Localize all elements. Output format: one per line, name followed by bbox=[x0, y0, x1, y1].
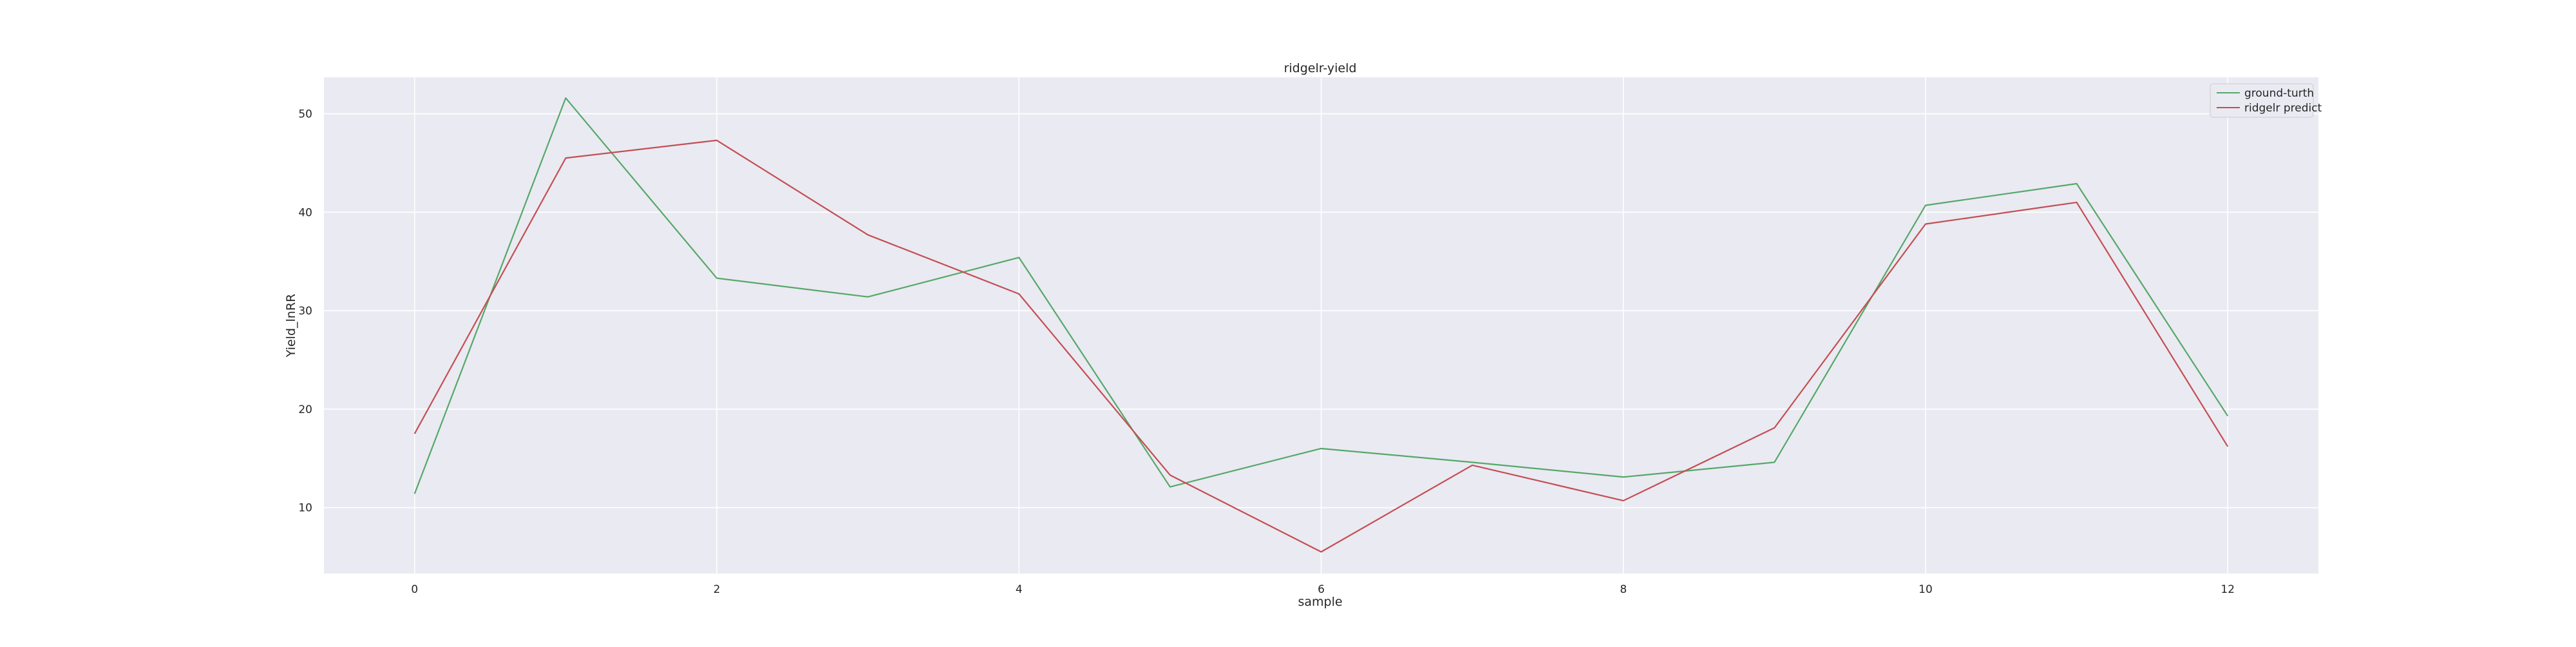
x-tick-label: 4 bbox=[1016, 583, 1023, 596]
legend-label-ridgelr-predict: ridgelr predict bbox=[2244, 102, 2322, 115]
y-axis-title: Yield_lnRR bbox=[284, 294, 298, 358]
y-tick-label: 20 bbox=[298, 403, 312, 416]
grid-lines bbox=[324, 77, 2318, 574]
x-tick-label: 6 bbox=[1318, 583, 1325, 596]
y-tick-label: 10 bbox=[298, 502, 312, 515]
legend: ground-turth ridgelr predict bbox=[2210, 83, 2322, 118]
x-tick-label: 0 bbox=[411, 583, 418, 596]
series-line-ridgelr-predict bbox=[413, 139, 2229, 553]
x-axis-ticks: 0 2 4 6 8 10 12 bbox=[411, 583, 2235, 596]
chart-title: ridgelr-yield bbox=[1284, 61, 1357, 75]
y-axis-ticks: 10 20 30 40 50 bbox=[298, 108, 312, 515]
series-lines bbox=[413, 97, 2229, 553]
x-axis-title: sample bbox=[1298, 595, 1342, 609]
y-tick-label: 30 bbox=[298, 305, 312, 318]
x-tick-label: 8 bbox=[1620, 583, 1627, 596]
x-tick-label: 12 bbox=[2221, 583, 2235, 596]
series-line-ground-turth bbox=[413, 97, 2229, 494]
x-tick-label: 10 bbox=[1918, 583, 1933, 596]
y-tick-label: 50 bbox=[298, 108, 312, 121]
x-tick-label: 2 bbox=[714, 583, 721, 596]
legend-label-ground-turth: ground-turth bbox=[2244, 87, 2314, 100]
y-tick-label: 40 bbox=[298, 206, 312, 219]
